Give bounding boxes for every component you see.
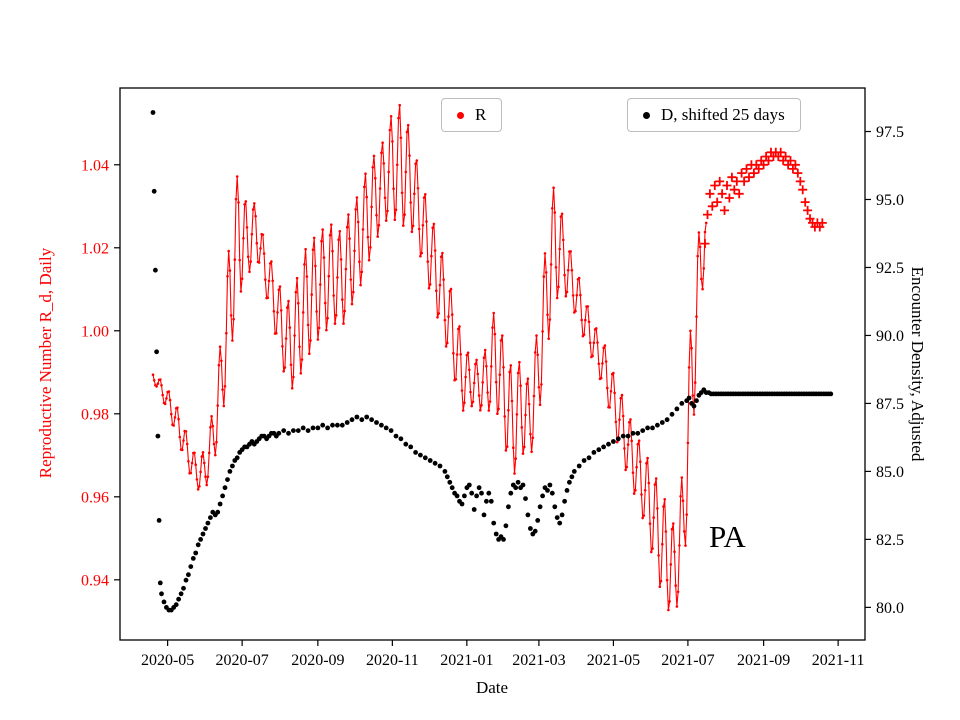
- svg-text:95.0: 95.0: [876, 192, 904, 209]
- legend-r: R: [441, 98, 503, 132]
- svg-text:2021-05: 2021-05: [587, 652, 640, 669]
- y-axis-label-left: Reproductive Number R_d, Daily: [36, 247, 55, 479]
- svg-text:92.5: 92.5: [876, 260, 904, 277]
- legend-d-marker-icon: [643, 111, 650, 119]
- svg-text:1.00: 1.00: [81, 323, 109, 340]
- svg-text:85.0: 85.0: [876, 464, 904, 481]
- state-annotation: PA: [709, 519, 746, 554]
- svg-text:2020-09: 2020-09: [291, 652, 344, 669]
- legend-r-label: R: [475, 105, 487, 124]
- svg-text:1.04: 1.04: [81, 157, 109, 174]
- x-axis-label: Date: [475, 678, 509, 697]
- svg-text:2021-01: 2021-01: [440, 652, 493, 669]
- svg-text:2021-09: 2021-09: [737, 652, 790, 669]
- legend-r-marker-icon: [457, 111, 464, 119]
- svg-text:0.96: 0.96: [81, 489, 109, 506]
- legend-d-label: D, shifted 25 days: [661, 105, 785, 124]
- svg-text:0.94: 0.94: [81, 572, 109, 589]
- svg-text:2020-07: 2020-07: [215, 652, 268, 669]
- svg-text:80.0: 80.0: [876, 600, 904, 617]
- svg-text:87.5: 87.5: [876, 396, 904, 413]
- svg-text:97.5: 97.5: [876, 124, 904, 141]
- svg-text:1.02: 1.02: [81, 240, 109, 257]
- legend-d: D, shifted 25 days: [627, 98, 801, 132]
- y-axis-label-right: Encounter Density, Adjusted: [908, 266, 927, 462]
- svg-text:82.5: 82.5: [876, 532, 904, 549]
- svg-text:0.98: 0.98: [81, 406, 109, 423]
- svg-text:2020-11: 2020-11: [366, 652, 419, 669]
- svg-text:2020-05: 2020-05: [141, 652, 194, 669]
- svg-text:2021-11: 2021-11: [812, 652, 865, 669]
- svg-text:90.0: 90.0: [876, 328, 904, 345]
- svg-text:2021-03: 2021-03: [512, 652, 565, 669]
- svg-text:2021-07: 2021-07: [661, 652, 714, 669]
